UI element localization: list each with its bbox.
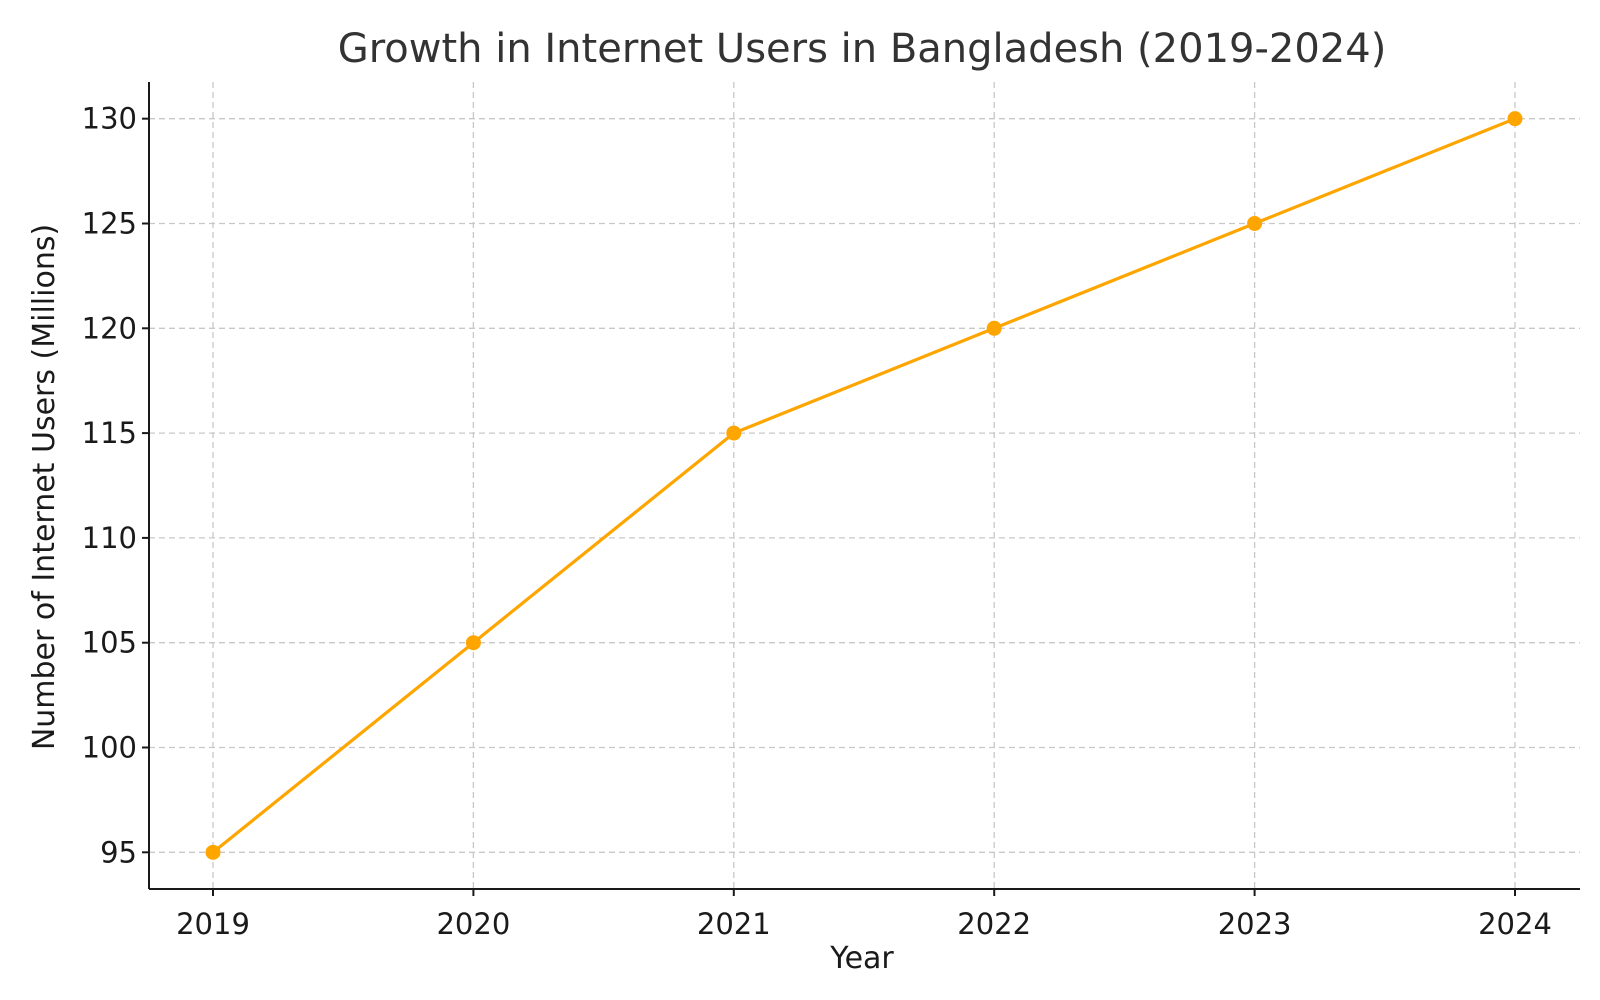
- data-point: [205, 844, 221, 860]
- y-tick-label: 115: [82, 416, 137, 450]
- data-point: [726, 425, 742, 441]
- y-tick-label: 110: [82, 521, 137, 555]
- x-tick-label: 2021: [697, 907, 771, 941]
- y-tick-label: 95: [100, 835, 137, 869]
- x-tick-label: 2020: [436, 907, 510, 941]
- x-axis-label: Year: [829, 941, 894, 976]
- x-tick-label: 2019: [176, 907, 250, 941]
- grid: [149, 82, 1580, 889]
- chart-title: Growth in Internet Users in Bangladesh (…: [338, 26, 1387, 72]
- x-tick-label: 2024: [1478, 907, 1552, 941]
- x-tick-label: 2023: [1218, 907, 1292, 941]
- y-tick-label: 100: [82, 731, 137, 765]
- y-tick-label: 120: [82, 311, 137, 345]
- y-tick-label: 105: [82, 626, 137, 660]
- y-tick-label: 130: [82, 102, 137, 136]
- x-tick-label: 2022: [957, 907, 1031, 941]
- series-line: [211, 117, 1517, 854]
- axes: [142, 82, 1580, 896]
- tick-labels: 2019 2020 2021 2022 2023 2024 95 100 105 110 115 12…: [82, 102, 1552, 941]
- data-point: [1247, 215, 1263, 231]
- y-tick-label: 125: [82, 206, 137, 240]
- data-point: [465, 635, 481, 651]
- data-point: [986, 320, 1002, 336]
- data-point: [1507, 111, 1523, 127]
- y-axis-label: Number of Internet Users (Millions): [27, 224, 62, 750]
- series-layer: [205, 111, 1523, 860]
